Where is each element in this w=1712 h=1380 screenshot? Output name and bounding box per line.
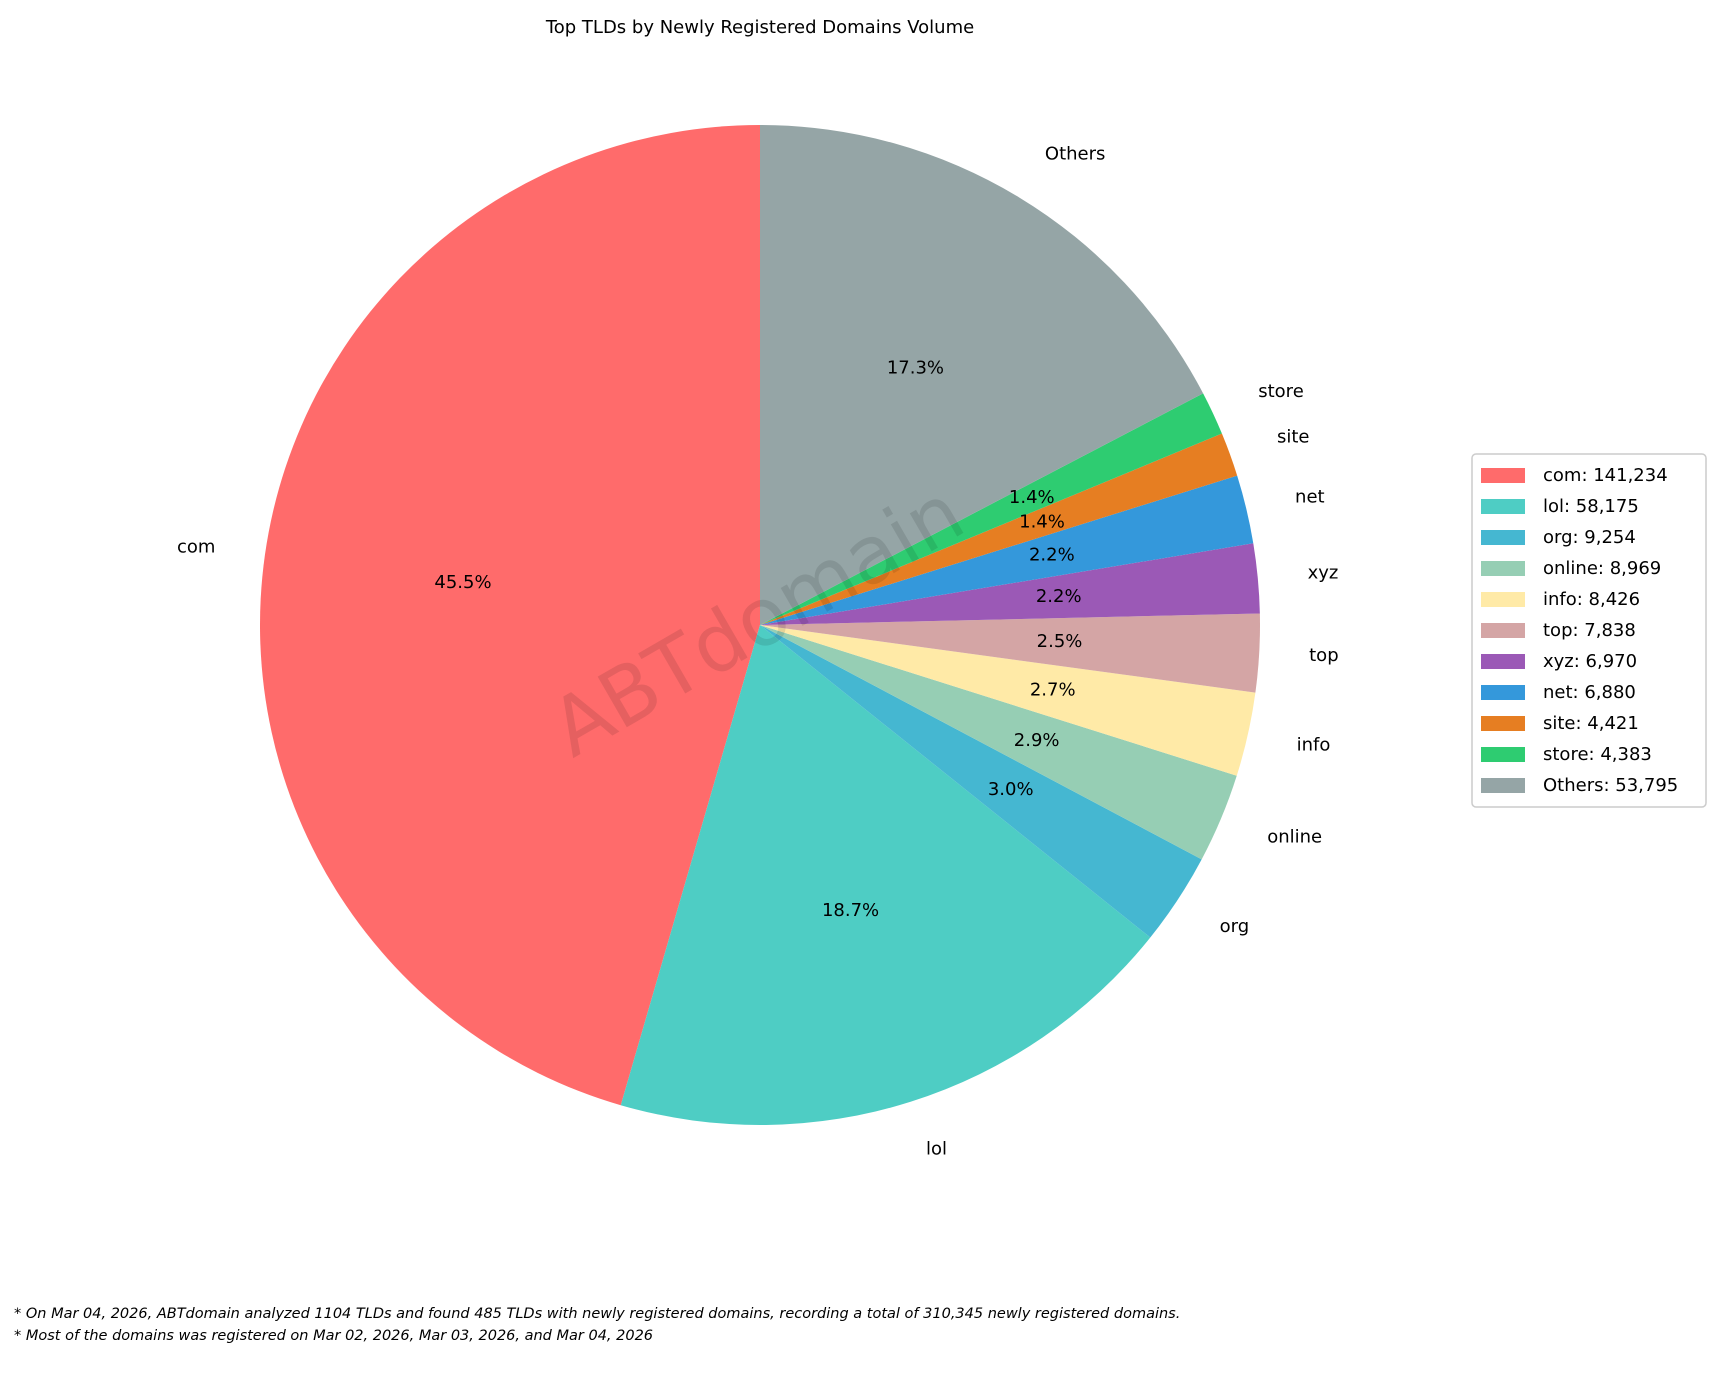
- pie-wedges: [259, 125, 1260, 1126]
- legend-entry-Others: Others: 53,795: [1543, 775, 1678, 796]
- slice-pct-label: 2.5%: [1037, 631, 1083, 652]
- slice-label: lol: [926, 1138, 947, 1159]
- slice-label: org: [1220, 916, 1250, 937]
- legend-entry-site: site: 4,421: [1543, 713, 1639, 734]
- slice-pct-label: 1.4%: [1009, 487, 1055, 508]
- slice-pct-label: 2.9%: [1014, 730, 1060, 751]
- slice-label: net: [1295, 487, 1325, 508]
- wedge-info: [760, 625, 1256, 776]
- wedge-Others: [760, 125, 1204, 625]
- slice-pct-label: 3.0%: [988, 779, 1034, 800]
- wedge-net: [760, 475, 1254, 625]
- slice-pct-label: 2.7%: [1030, 680, 1076, 701]
- legend-entry-lol: lol: 58,175: [1543, 496, 1639, 517]
- slice-pct-label: 18.7%: [822, 900, 879, 921]
- legend-entry-net: net: 6,880: [1543, 682, 1636, 703]
- wedge-online: [760, 625, 1237, 860]
- legend-entry-xyz: xyz: 6,970: [1543, 651, 1637, 672]
- legend-swatch-top: [1481, 623, 1525, 638]
- legend-entry-store: store: 4,383: [1543, 744, 1652, 765]
- legend-entry-online: online: 8,969: [1543, 558, 1661, 579]
- slice-pct-label: 1.4%: [1019, 512, 1065, 533]
- legend-swatch-net: [1481, 685, 1525, 700]
- legend-entry-org: org: 9,254: [1543, 527, 1636, 548]
- legend-swatch-site: [1481, 716, 1525, 731]
- legend-box: [1471, 453, 1707, 808]
- wedge-com: [259, 125, 760, 1106]
- footnote-1: * On Mar 04, 2026, ABTdomain analyzed 11…: [14, 1306, 1181, 1322]
- legend: com: 141,234 lol: 58,175 org: 9,254 online:…: [1471, 453, 1707, 808]
- legend-swatch-org: [1481, 530, 1525, 545]
- chart-title: Top TLDs by Newly Registered Domains Vol…: [545, 17, 974, 38]
- legend-swatch-online: [1481, 561, 1525, 576]
- legend-swatch-lol: [1481, 499, 1525, 514]
- wedge-store: [760, 393, 1222, 625]
- slice-label: site: [1277, 426, 1310, 447]
- slice-label: top: [1309, 645, 1339, 666]
- wedge-xyz: [760, 543, 1260, 625]
- slice-label: Others: [1045, 144, 1106, 165]
- legend-swatch-xyz: [1481, 654, 1525, 669]
- legend-swatch-Others: [1481, 778, 1525, 793]
- legend-swatch-info: [1481, 592, 1525, 607]
- legend-entry-top: top: 7,838: [1543, 620, 1636, 641]
- slice-pct-label: 17.3%: [887, 357, 944, 378]
- slice-pct-label: 2.2%: [1036, 586, 1082, 607]
- slice-label: online: [1267, 827, 1322, 848]
- slice-label: info: [1297, 735, 1331, 756]
- legend-swatch-com: [1481, 468, 1525, 483]
- wedge-org: [760, 625, 1202, 938]
- legend-entry-info: info: 8,426: [1543, 589, 1640, 610]
- legend-swatch-store: [1481, 747, 1525, 762]
- slice-pct-label: 2.2%: [1029, 545, 1075, 566]
- slice-pct-label: 45.5%: [434, 572, 491, 593]
- footnote-2: * Most of the domains was registered on …: [14, 1328, 654, 1344]
- slice-label: xyz: [1308, 563, 1339, 584]
- slice-label: com: [177, 537, 215, 558]
- legend-entry-com: com: 141,234: [1543, 465, 1668, 486]
- wedge-top: [760, 613, 1260, 693]
- wedge-site: [760, 433, 1238, 625]
- slice-label: store: [1258, 381, 1304, 402]
- pie-labels: com 45.5% lol 18.7% org 3.0% online 2.9% info 2.7…: [177, 144, 1339, 1160]
- wedge-lol: [620, 625, 1151, 1126]
